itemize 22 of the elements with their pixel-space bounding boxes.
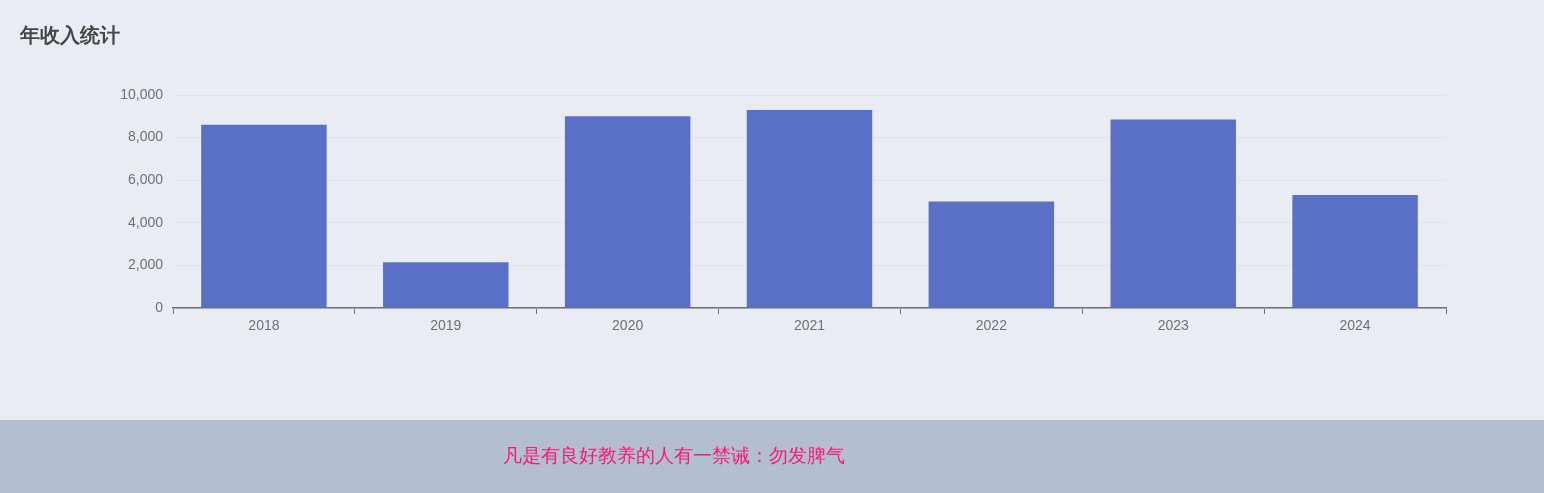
y-tick-label: 4,000 xyxy=(127,213,164,230)
bar xyxy=(928,201,1055,308)
x-tick-label: 2020 xyxy=(612,317,644,334)
y-tick-label: 6,000 xyxy=(127,171,164,188)
y-tick-label: 8,000 xyxy=(127,128,164,145)
bar xyxy=(564,116,691,308)
bar xyxy=(1292,195,1418,308)
text: 凡是有良好教养的人有一禁诫：勿发脾气 xyxy=(503,444,845,468)
x-tick-label: 2022 xyxy=(975,317,1008,334)
bar xyxy=(746,109,873,308)
bar xyxy=(1110,119,1236,308)
bar xyxy=(383,262,509,308)
x-tick-label: 2023 xyxy=(1157,317,1189,334)
x-tick-label: 2019 xyxy=(430,317,462,334)
y-tick-label: 2,000 xyxy=(127,256,164,273)
chart-title: 年收入统计 xyxy=(20,23,120,48)
x-tick-label: 2018 xyxy=(248,317,280,334)
x-tick-label: 2021 xyxy=(793,317,826,334)
y-tick-label: 10,000 xyxy=(120,85,164,102)
bar xyxy=(201,124,327,308)
y-tick-label: 0 xyxy=(155,298,164,315)
x-tick-label: 2024 xyxy=(1339,317,1371,334)
